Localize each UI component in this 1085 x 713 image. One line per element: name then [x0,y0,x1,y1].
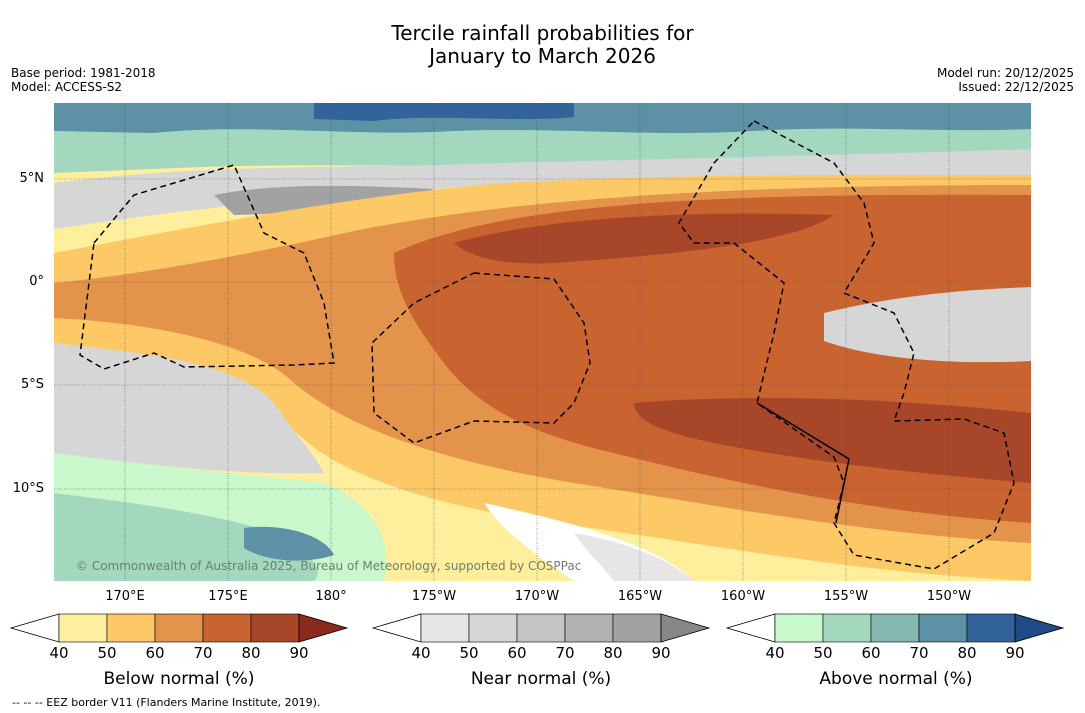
colorbar-tick-label: 90 [1005,644,1025,662]
colorbar-label-near: Near normal (%) [470,669,612,689]
colorbar-tick-label: 60 [145,644,165,662]
colorbar-segment [106,613,156,643]
colorbar-tick-label: 80 [957,644,977,662]
colorbar-segment [612,613,662,643]
colorbar-label-below: Below normal (%) [103,669,255,689]
copyright-notice: © Commonwealth of Australia 2025, Bureau… [76,559,581,573]
colorbar-tick-label: 60 [507,644,527,662]
lon-label-170e: 170°E [105,589,145,604]
colorbar-tick-label: 50 [97,644,117,662]
metadata-left: Base period: 1981-2018 Model: ACCESS-S2 [11,66,156,94]
colorbar-segment [516,613,566,643]
field-below-80-north [454,213,834,264]
lat-label-5n: 5°N [19,171,45,186]
lon-label-180: 180° [315,589,347,604]
lon-label-150w: 150°W [926,589,972,604]
map-title: Tercile rainfall probabilities for Janua… [0,22,1085,68]
lat-label-10s: 10°S [12,481,44,496]
field-near-north [54,149,1031,229]
colorbar-tick-label: 40 [411,644,431,662]
colorbar-segment [918,613,968,643]
eez-kiribati-phoenix [371,272,591,444]
map-fields [54,103,1031,581]
colorbar-tick-label: 90 [651,644,671,662]
title-line-2: January to March 2026 [429,44,656,68]
lat-label-0: 0° [29,274,44,289]
colorbar-tick-label: 70 [909,644,929,662]
colorbar-segment [154,613,204,643]
lon-label-175e: 175°E [208,589,248,604]
colorbar-extension-high [1014,613,1065,643]
field-below-80-south [634,398,1031,483]
eez-border-solid [756,402,850,524]
field-above-south-strong [54,493,318,581]
model-run: Model run: 20/12/2025 [936,66,1074,80]
colorbar-extension-high [660,613,711,643]
field-near-south [574,533,694,581]
colorbar-segment [202,613,252,643]
lon-label-165w: 165°W [617,589,663,604]
lon-label-160w: 160°W [720,589,766,604]
colorbar-segment [774,613,824,643]
eez-kiribati-gilbert [79,164,335,370]
colorbar-extension-low [9,613,60,643]
colorbar-label-above: Above normal (%) [819,669,973,689]
metadata-right: Model run: 20/12/2025 Issued: 22/12/2025 [937,66,1074,94]
colorbar-extension-low [371,613,422,643]
colorbar-segment [420,613,470,643]
title-line-1: Tercile rainfall probabilities for [391,21,694,45]
eez-kiribati-line [678,120,1015,570]
lon-label-175w: 175°W [411,589,457,604]
colorbar-extension-high [298,613,349,643]
colorbar-tick-label: 40 [49,644,69,662]
lat-label-5s: 5°S [20,377,44,392]
colorbar-near-normal [371,613,711,643]
model-name: Model: ACCESS-S2 [11,80,123,94]
colorbar-tick-label: 40 [765,644,785,662]
colorbar-tick-label: 80 [241,644,261,662]
colorbar-segment [564,613,614,643]
colorbars [9,613,1065,643]
field-above-south-max [244,526,334,561]
colorbar-segment [822,613,872,643]
colorbar-segment [250,613,300,643]
lon-label-155w: 155°W [823,589,869,604]
colorbar-tick-label: 50 [459,644,479,662]
colorbar-below-normal [9,613,349,643]
colorbar-segment [468,613,518,643]
lon-label-170w: 170°W [514,589,560,604]
colorbar-segment [58,613,108,643]
colorbar-tick-label: 50 [813,644,833,662]
colorbar-tick-label: 80 [603,644,623,662]
colorbar-tick-label: 70 [193,644,213,662]
eez-footnote: -- -- -- EEZ border V11 (Flanders Marine… [12,696,321,709]
colorbar-segment [870,613,920,643]
eez-borders [79,120,1015,570]
graticule [54,103,1031,581]
colorbar-above-normal [725,613,1065,643]
field-near-west [54,343,324,474]
colorbar-segment [966,613,1016,643]
colorbar-tick-label: 70 [555,644,575,662]
colorbar-extension-low [725,613,776,643]
colorbar-tick-label: 90 [289,644,309,662]
rainfall-probability-map: © Commonwealth of Australia 2025, Bureau… [54,103,1031,581]
base-period: Base period: 1981-2018 [11,66,156,80]
colorbar-tick-label: 60 [861,644,881,662]
field-near-north-strong [214,185,434,215]
field-above-north-max [314,103,574,121]
issued-date: Issued: 22/12/2025 [958,80,1074,94]
